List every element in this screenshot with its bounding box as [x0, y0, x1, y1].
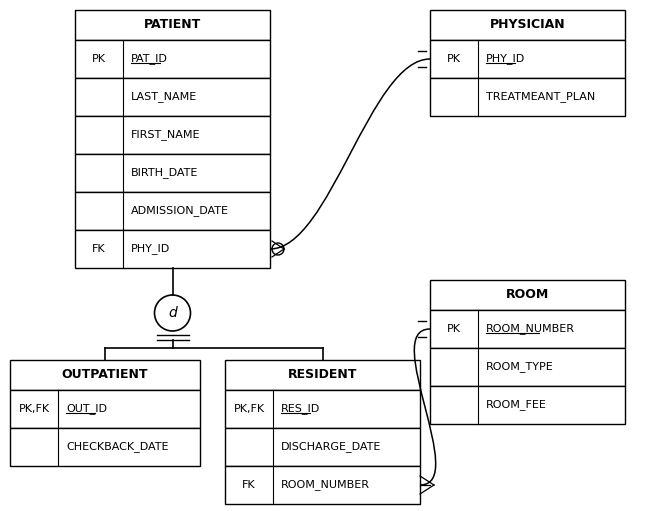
Text: FIRST_NAME: FIRST_NAME	[131, 130, 201, 141]
Bar	[430, 10, 625, 40]
Text: ROOM_FEE: ROOM_FEE	[486, 400, 547, 410]
Text: PATIENT: PATIENT	[144, 18, 201, 32]
Text: ADMISSION_DATE: ADMISSION_DATE	[131, 205, 229, 217]
Text: PK,FK: PK,FK	[18, 404, 49, 414]
Text: RES_ID: RES_ID	[281, 404, 320, 414]
Bar	[10, 428, 200, 466]
Text: FK: FK	[242, 480, 256, 490]
Bar	[75, 192, 270, 230]
Bar	[430, 40, 625, 78]
Bar	[225, 390, 420, 428]
Text: FK: FK	[92, 244, 106, 254]
Bar	[10, 360, 200, 390]
Text: TREATMEANT_PLAN: TREATMEANT_PLAN	[486, 91, 595, 102]
Bar	[75, 10, 270, 40]
Text: PK: PK	[447, 324, 461, 334]
Text: ROOM_NUMBER: ROOM_NUMBER	[281, 479, 370, 491]
Bar	[75, 154, 270, 192]
Text: PHY_ID: PHY_ID	[131, 244, 171, 254]
Text: OUT_ID: OUT_ID	[66, 404, 107, 414]
Bar	[225, 360, 420, 390]
Text: LAST_NAME: LAST_NAME	[131, 91, 197, 102]
Bar	[75, 116, 270, 154]
Bar	[75, 78, 270, 116]
Text: PAT_ID: PAT_ID	[131, 54, 168, 64]
Bar	[430, 348, 625, 386]
Bar	[225, 466, 420, 504]
Text: PK: PK	[92, 54, 106, 64]
Bar	[75, 40, 270, 78]
Bar	[225, 428, 420, 466]
Text: ROOM_TYPE: ROOM_TYPE	[486, 362, 554, 373]
Text: BIRTH_DATE: BIRTH_DATE	[131, 168, 199, 178]
Text: ROOM_NUMBER: ROOM_NUMBER	[486, 323, 575, 335]
Text: d: d	[168, 306, 177, 320]
Text: PK,FK: PK,FK	[234, 404, 264, 414]
Text: RESIDENT: RESIDENT	[288, 368, 357, 382]
Text: OUTPATIENT: OUTPATIENT	[62, 368, 148, 382]
Text: DISCHARGE_DATE: DISCHARGE_DATE	[281, 442, 381, 452]
Text: CHECKBACK_DATE: CHECKBACK_DATE	[66, 442, 169, 452]
Bar	[430, 310, 625, 348]
Bar	[430, 78, 625, 116]
Bar	[10, 390, 200, 428]
Bar	[430, 386, 625, 424]
Bar	[430, 280, 625, 310]
Text: PHY_ID: PHY_ID	[486, 54, 525, 64]
Bar	[75, 230, 270, 268]
Text: ROOM: ROOM	[506, 289, 549, 301]
Text: PK: PK	[447, 54, 461, 64]
Text: PHYSICIAN: PHYSICIAN	[490, 18, 565, 32]
